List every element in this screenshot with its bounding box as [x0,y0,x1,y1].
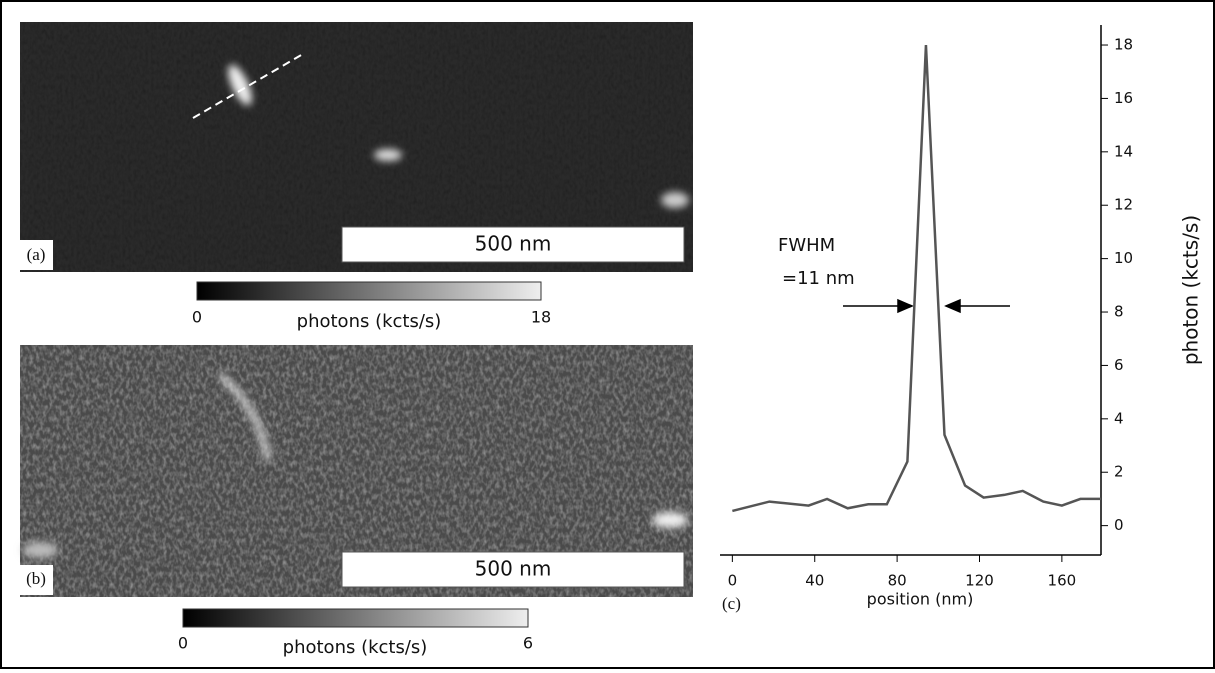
fwhm-arrows [843,298,1010,314]
bright-spots [228,64,689,208]
label-box [20,240,53,270]
label-box [20,565,53,595]
colorbar-tick-label: 6 [523,634,533,653]
data-line [732,44,1101,513]
y-tick-label: 18 [1114,36,1133,54]
y-tick-label: 14 [1114,142,1133,160]
y-tick-label: 6 [1114,356,1124,374]
colorbar [196,281,542,301]
scale-bar [341,551,685,588]
y-tick-label: 0 [1114,516,1124,534]
colorbar-tick-label: 0 [192,308,202,327]
x-tick-label: 40 [805,572,824,590]
profile-line [192,53,304,119]
scale-bar [341,226,685,263]
panel-label: (a) [27,245,46,264]
x-tick-label: 0 [728,572,738,590]
colorbar-title: photons (kcts/s) [297,311,442,332]
panel-label: (b) [26,569,46,588]
y-tick-label: 16 [1114,89,1133,107]
scale-bar-label: 500 nm [475,557,552,581]
colorbar-tick-label: 0 [178,634,188,653]
y-tick-label: 4 [1114,409,1124,427]
colorbar-title: photons (kcts/s) [283,637,428,658]
colorbar-tick-label: 18 [531,308,551,327]
y-tick-label: 12 [1114,196,1133,214]
x-tick-label: 80 [888,572,907,590]
scale-bar-label: 500 nm [475,232,552,256]
annotation: =11 nm [782,268,855,289]
y-tick-label: 2 [1114,463,1124,481]
y-tick-label: 10 [1114,249,1133,267]
colorbar [182,608,529,628]
panel-label: (c) [722,594,741,613]
x-tick-label: 120 [965,572,994,590]
y-axis-title: photon (kcts/s) [1179,215,1203,365]
x-axis-title: position (nm) [867,590,974,609]
annotation: FWHM [778,235,835,256]
bright-features [22,372,688,558]
x-tick-label: 160 [1048,572,1077,590]
y-tick-label: 8 [1114,303,1124,321]
